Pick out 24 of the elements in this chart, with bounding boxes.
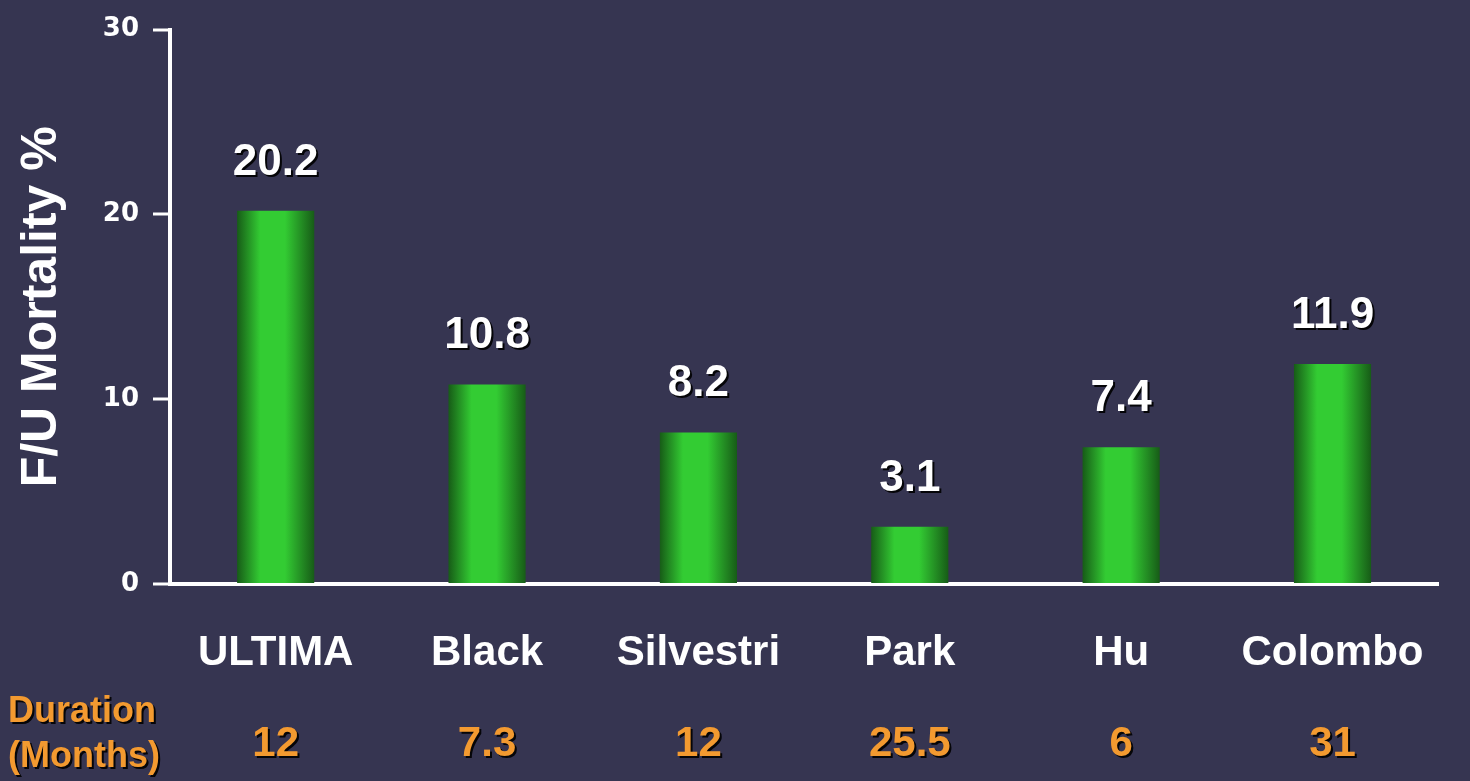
y-tick-label: 10 xyxy=(102,381,139,412)
data-label: 10.8 xyxy=(444,308,530,358)
y-tick-label: 0 xyxy=(120,566,139,597)
text: 25.5 xyxy=(868,717,951,765)
text: Duration (Months) xyxy=(8,688,160,775)
text: 12 xyxy=(675,717,722,765)
data-label: 3.1 xyxy=(879,450,941,500)
x-tick-label: ULTIMA xyxy=(197,626,354,674)
data-label: 11.9 xyxy=(1290,288,1375,338)
x-tick-label: Silvestri xyxy=(616,626,781,674)
text: 6 xyxy=(1109,717,1133,765)
y-tick-label: 30 xyxy=(102,12,139,43)
x-tick-label: Park xyxy=(864,626,956,674)
text: 7.3 xyxy=(457,717,517,765)
y-tick-label: 20 xyxy=(102,197,139,228)
x-tick-label: Hu xyxy=(1093,626,1150,674)
text: 31 xyxy=(1309,717,1356,765)
data-label: 7.4 xyxy=(1090,371,1153,421)
data-label: 8.2 xyxy=(667,356,729,406)
y-axis-title: F/U Mortality % xyxy=(10,126,67,488)
data-label: 20.2 xyxy=(232,134,319,184)
x-tick-label: Black xyxy=(431,626,544,674)
text: 12 xyxy=(252,717,300,765)
x-tick-label: Colombo xyxy=(1241,626,1424,674)
